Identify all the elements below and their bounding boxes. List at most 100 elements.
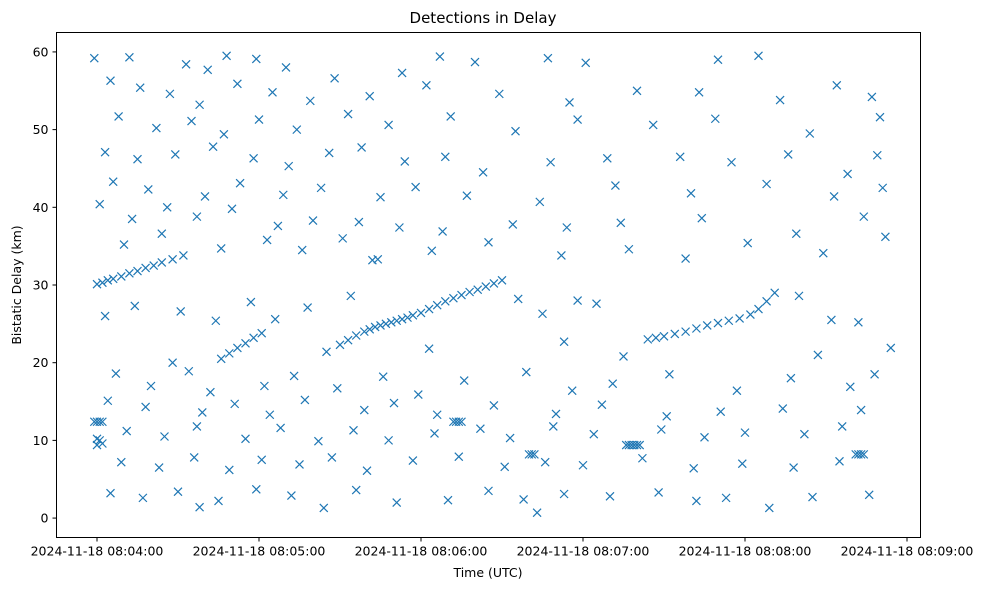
data-point [219,129,229,139]
data-point [376,320,385,330]
data-point [481,282,491,291]
data-point [853,317,863,327]
data-point [351,485,361,495]
data-point [826,315,836,325]
data-point [435,52,445,62]
x-tick-label: 2024-11-18 08:07:00 [517,544,650,559]
data-point [430,428,439,438]
data-point [513,294,523,304]
data-point [249,153,259,163]
data-point [721,493,731,503]
data-point [859,212,869,222]
data-point [443,495,453,505]
data-point [195,100,205,110]
data-point [794,291,804,301]
data-point [359,405,369,415]
data-point [365,91,375,101]
data-point [519,495,529,504]
data-point [732,386,742,396]
data-point [770,288,780,298]
x-tick-label: 2024-11-18 08:05:00 [193,544,326,559]
data-point [457,290,466,300]
data-point [241,434,250,444]
data-point [411,182,421,192]
data-point [832,80,842,90]
data-point [270,314,280,324]
data-point [365,324,375,334]
data-point [578,460,588,470]
data-point [376,192,385,202]
data-point [424,344,434,354]
data-point [381,319,391,329]
data-point [103,275,113,285]
data-point [511,126,520,136]
data-point [691,496,701,506]
data-point [489,400,499,410]
data-point [160,432,169,441]
data-point [702,320,712,330]
data-point [265,410,275,420]
data-point [694,87,704,97]
data-point [559,489,569,499]
y-tick-label: 40 [33,200,49,215]
data-point [327,453,337,462]
data-point [122,426,132,436]
data-point [608,379,618,389]
data-point [168,254,178,264]
data-point [508,219,518,229]
data-point [886,343,896,353]
data-point [157,258,167,267]
x-tick-label: 2024-11-18 08:04:00 [31,544,164,559]
data-point [465,287,475,297]
data-point [497,275,507,285]
x-tick-label: 2024-11-18 08:09:00 [841,544,974,559]
data-point [754,304,763,314]
data-point [686,188,696,198]
data-point [856,405,866,415]
data-point [624,244,634,254]
data-point [656,425,666,434]
data-point [103,396,113,406]
data-point [837,421,847,431]
data-point [257,328,267,338]
data-point [440,296,450,306]
data-point [413,390,423,399]
data-point [762,296,772,306]
x-axis: 2024-11-18 08:04:00 2024-11-18 08:05:00 20… [31,537,974,559]
data-point [438,226,448,236]
data-point [308,216,318,225]
data-point [880,232,890,242]
data-point [108,274,118,284]
y-axis: 0 10 20 30 40 50 60 [33,44,57,526]
data-point [864,490,874,500]
data-point [205,387,215,397]
data-point [535,197,545,207]
data-point [592,299,601,309]
data-point [764,503,774,513]
data-point [670,329,680,339]
data-point [346,291,356,301]
data-point [92,440,102,450]
data-point [141,263,151,273]
data-point [116,272,126,281]
data-point [216,244,226,253]
data-point [373,254,383,264]
data-point [95,417,105,427]
data-point [448,293,458,303]
data-point [251,54,261,64]
data-point [724,316,734,326]
data-point [286,491,296,500]
data-point [130,301,140,311]
data-point [632,440,642,450]
data-point [192,421,202,431]
data-point [276,423,286,433]
data-point [462,191,472,201]
data-point [389,398,399,408]
data-point [532,508,542,518]
data-point [322,347,331,357]
data-point [740,428,750,438]
data-point [211,316,221,326]
data-point [100,147,110,157]
data-point [432,410,442,420]
